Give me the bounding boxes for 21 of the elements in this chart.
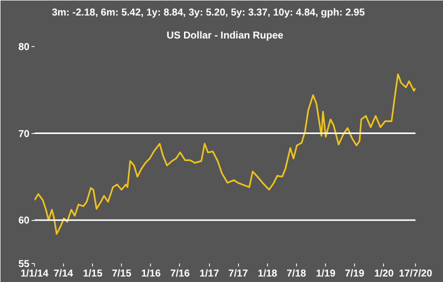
- x-tick-label: 17/7/20: [398, 268, 433, 280]
- x-tick-label: 1/15: [82, 268, 103, 280]
- x-tick-label: 1/20: [374, 268, 394, 280]
- x-tick-label: 7/17: [228, 268, 248, 280]
- x-tick-label: 1/18: [258, 268, 278, 280]
- x-tick-label: 7/19: [344, 268, 365, 280]
- chart-title: US Dollar - Indian Rupee: [166, 30, 284, 42]
- chart-subtitle: 3m: -2.18, 6m: 5.42, 1y: 8.84, 3y: 5.20, 5y: 3.37, 10y: 4.84, gph: 2.95: [52, 8, 366, 18]
- y-tick-label: 60: [18, 216, 30, 227]
- x-tick-label: 1/17: [200, 268, 220, 280]
- y-tick-label: 80: [18, 42, 30, 53]
- x-tick-label: 1/1/14: [20, 268, 49, 280]
- y-tick-label: 55: [18, 259, 30, 270]
- x-tick-label: 7/14: [54, 268, 74, 280]
- x-tick-label: 1/19: [316, 268, 336, 280]
- x-tick-label: 7/18: [286, 268, 307, 280]
- x-tick-label: 1/16: [141, 268, 162, 280]
- x-tick-label: 7/16: [170, 268, 190, 280]
- y-tick-label: 70: [18, 128, 30, 140]
- line-series: [34, 73, 416, 235]
- x-tick-label: 7/15: [112, 268, 132, 280]
